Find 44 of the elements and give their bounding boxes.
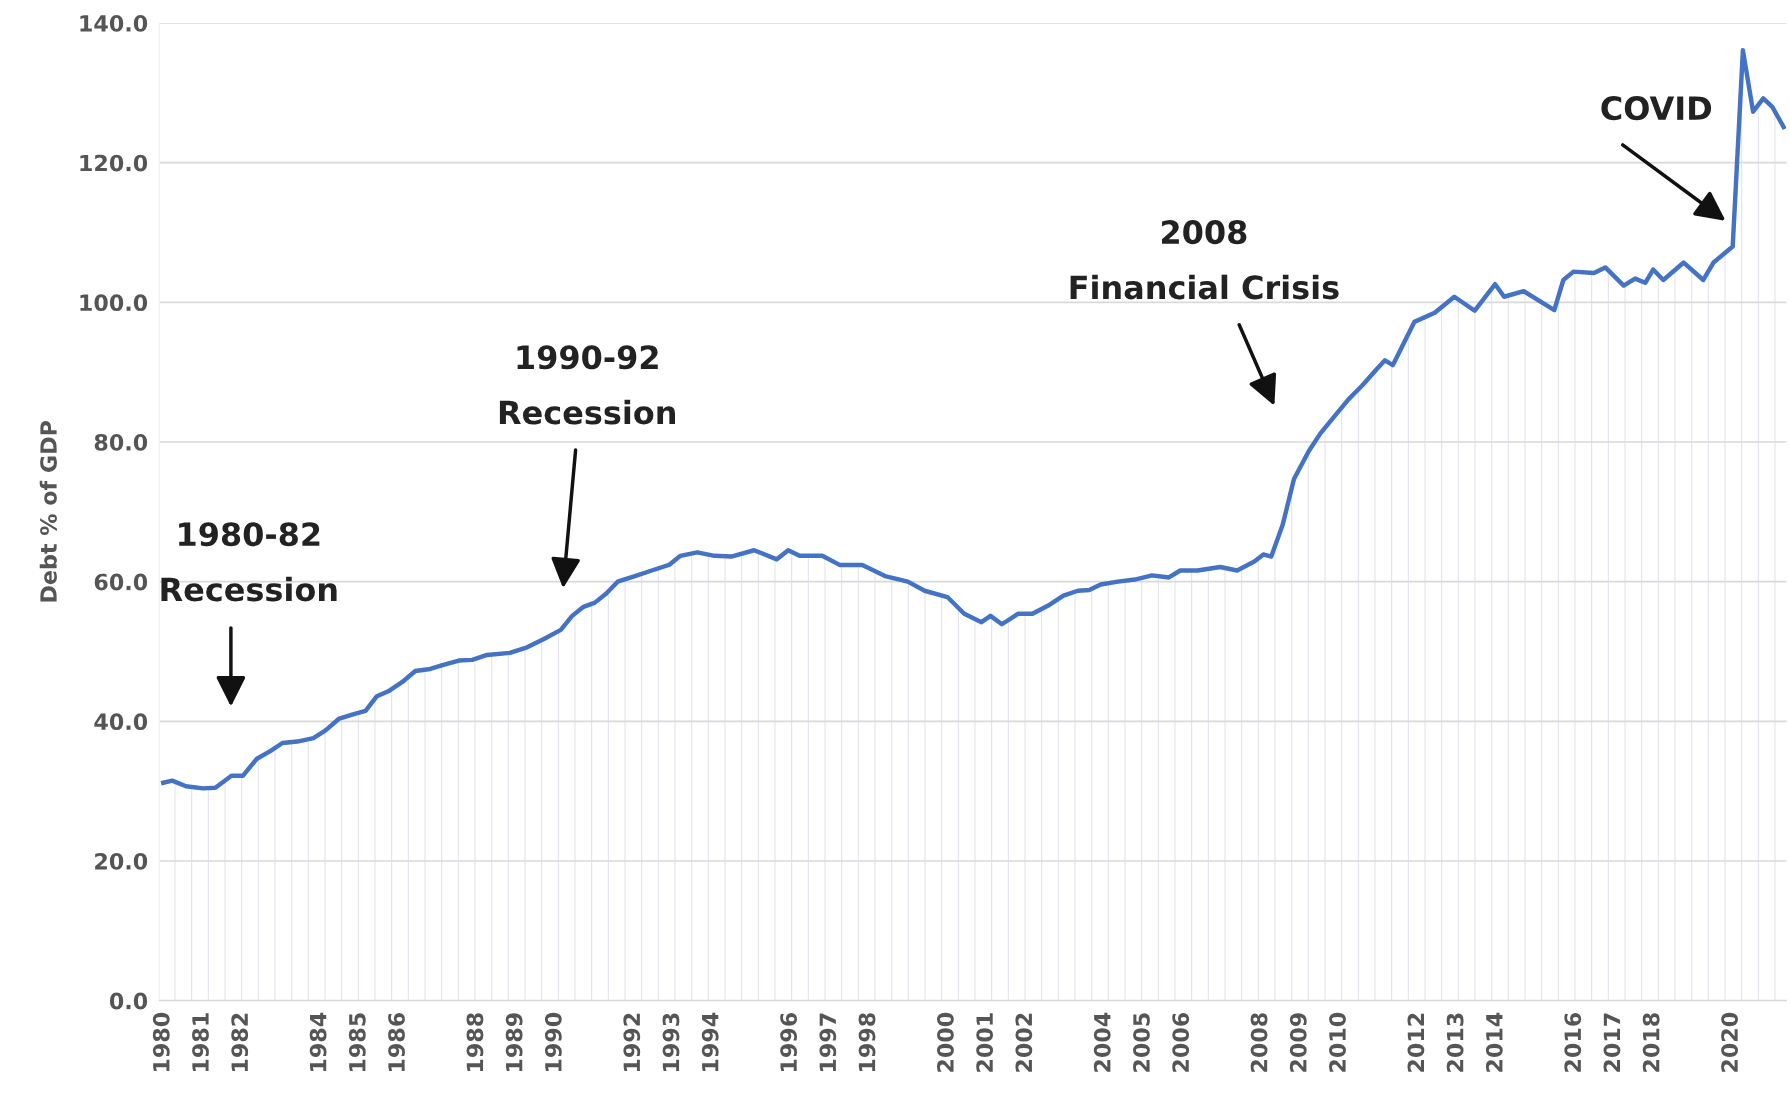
- x-tick-label: 1988: [466, 1013, 484, 1072]
- y-tick-label: 40.0: [94, 713, 148, 731]
- x-tick-label: 2016: [1564, 1012, 1582, 1072]
- x-tick-label: 2004: [1093, 1012, 1111, 1072]
- x-tick-label: 1981: [192, 1013, 209, 1072]
- annotation: COVID: [1601, 96, 1712, 121]
- x-tick-label: 1985: [348, 1013, 366, 1072]
- y-tick-label: 60.0: [94, 573, 148, 591]
- annotation: 1980-82 Recession: [161, 522, 337, 602]
- x-tick-label: 2018: [1642, 1013, 1660, 1072]
- x-tick-label: 1980: [152, 1012, 170, 1072]
- x-tick-label: 2000: [937, 1012, 954, 1072]
- x-tick-label: 1986: [388, 1012, 405, 1072]
- x-tick-label: 2014: [1485, 1012, 1503, 1072]
- x-tick-label: 1982: [231, 1013, 249, 1072]
- y-tick-label: 20.0: [95, 852, 148, 870]
- x-tick-label: 2010: [1329, 1012, 1346, 1072]
- x-tick-label: 1992: [623, 1013, 641, 1072]
- y-tick-label: 0.0: [109, 992, 148, 1010]
- annotation: 2008 Financial Crisis: [1070, 220, 1339, 300]
- x-tick-label: 1994: [701, 1012, 719, 1072]
- x-tick-label: 2005: [1133, 1013, 1150, 1072]
- y-tick-label: 80.0: [94, 433, 148, 451]
- x-tick-label: 1997: [819, 1013, 837, 1072]
- x-tick-label: 2001: [976, 1013, 994, 1072]
- x-tick-label: 2008: [1250, 1013, 1268, 1072]
- y-tick-label: 120.0: [80, 154, 148, 172]
- y-tick-label: 100.0: [80, 294, 148, 312]
- x-tick-label: 2017: [1603, 1013, 1621, 1072]
- x-tick-label: 1984: [309, 1012, 327, 1072]
- x-tick-label: 2009: [1289, 1013, 1307, 1072]
- x-tick-label: 2020: [1721, 1012, 1738, 1072]
- x-tick-label: 2013: [1446, 1013, 1464, 1072]
- y-axis-title: Debt % of GDP: [39, 421, 57, 602]
- x-tick-label: 1993: [662, 1013, 680, 1072]
- x-tick-label: 1989: [505, 1013, 523, 1072]
- x-tick-label: 2012: [1407, 1013, 1425, 1072]
- x-tick-label: 2006: [1172, 1012, 1190, 1072]
- y-tick-label: 140.0: [80, 14, 148, 32]
- x-tick-label: 1996: [780, 1012, 797, 1072]
- x-tick-label: 1990: [544, 1012, 562, 1072]
- annotation: 1990-92 Recession: [499, 345, 676, 425]
- x-tick-label: 2002: [1015, 1013, 1033, 1072]
- x-tick-label: 1998: [858, 1013, 876, 1072]
